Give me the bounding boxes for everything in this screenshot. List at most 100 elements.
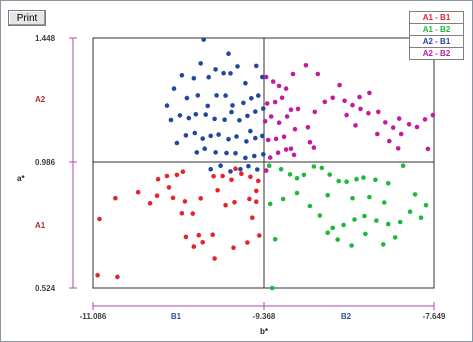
data-point-a1-b2-35 — [363, 231, 368, 237]
data-point-a1-b1-18 — [232, 199, 237, 205]
data-point-a2-b1-46 — [224, 150, 229, 156]
data-point-a1-b1-20 — [254, 199, 259, 204]
y-tick-label: 0.986 — [35, 158, 56, 167]
data-point-a1-b2-10 — [354, 176, 359, 182]
data-point-a1-b2-33 — [335, 237, 341, 242]
data-point-a1-b2-32 — [325, 230, 331, 236]
data-point-a2-b2-16 — [292, 126, 298, 132]
data-point-a1-b1-27 — [254, 188, 259, 194]
data-point-a1-b2-15 — [412, 192, 418, 197]
data-point-a2-b2-27 — [330, 95, 336, 101]
data-point-a1-b1-33 — [212, 256, 217, 261]
data-point-a2-b1-54 — [238, 166, 243, 172]
data-point-a1-b1-15 — [190, 211, 196, 216]
data-point-a1-b1-16 — [198, 196, 203, 201]
data-point-a2-b1-10 — [254, 63, 259, 69]
x-tick-label: -7.649 — [423, 312, 446, 321]
data-point-a1-b1-37 — [250, 215, 255, 220]
data-point-a2-b1-29 — [237, 118, 242, 123]
data-point-a2-b2-38 — [406, 122, 412, 127]
data-point-a1-b2-11 — [361, 175, 366, 180]
data-point-a2-b1-12 — [201, 37, 206, 42]
data-point-a1-b1-1 — [115, 274, 120, 280]
data-point-a1-b2-9 — [344, 179, 349, 184]
data-point-a2-b1-6 — [221, 70, 226, 76]
data-point-a1-b2-3 — [294, 175, 300, 181]
data-point-a2-b1-32 — [261, 106, 266, 111]
y-tick-label: 1.448 — [35, 34, 56, 43]
data-point-a1-b2-23 — [352, 217, 357, 222]
data-point-a2-b2-10 — [288, 107, 294, 112]
data-point-a1-b1-12 — [170, 195, 176, 201]
data-point-a2-b1-42 — [260, 133, 265, 139]
data-point-a2-b1-17 — [223, 93, 228, 98]
data-point-a2-b1-11 — [260, 74, 265, 80]
data-point-a2-b2-52 — [312, 109, 318, 115]
data-point-a2-b2-42 — [353, 123, 358, 128]
data-point-a1-b2-16 — [423, 202, 429, 208]
data-point-a2-b1-40 — [244, 139, 249, 144]
data-point-a2-b2-48 — [425, 146, 431, 152]
data-point-a2-b1-19 — [241, 100, 246, 106]
data-point-a2-b2-36 — [390, 125, 396, 130]
x-tick-label: -11.086 — [80, 312, 107, 321]
data-point-a1-b2-25 — [330, 225, 336, 231]
data-point-a2-b2-22 — [275, 150, 281, 155]
data-point-a1-b2-1 — [278, 166, 284, 172]
data-point-a2-b2-14 — [276, 120, 282, 125]
data-point-a2-b2-35 — [383, 120, 388, 125]
data-point-a1-b2-27 — [307, 203, 313, 209]
data-point-a1-b1-26 — [255, 178, 261, 184]
data-point-a1-b1-25 — [248, 174, 253, 180]
data-point-a2-b1-28 — [229, 109, 234, 115]
data-point-a1-b1-9 — [164, 173, 170, 179]
data-point-a2-b1-8 — [235, 64, 240, 69]
data-point-a1-b2-37 — [392, 235, 398, 240]
data-point-a1-b2-29 — [280, 196, 286, 202]
data-point-a2-b1-57 — [164, 103, 170, 108]
y-axis-label: a* — [17, 174, 25, 183]
data-point-a1-b1-2 — [97, 216, 102, 222]
data-point-a1-b1-36 — [257, 233, 262, 238]
data-point-a2-b1-0 — [171, 86, 177, 91]
data-point-a2-b2-37 — [398, 131, 404, 137]
x-region-label-b2: B2 — [341, 312, 352, 321]
legend-item-a2-b2: A2 - B2 — [409, 47, 464, 60]
data-point-a2-b2-40 — [422, 117, 428, 122]
data-point-a2-b2-31 — [358, 106, 363, 112]
data-point-a1-b2-31 — [272, 237, 278, 242]
data-point-a2-b2-18 — [273, 136, 279, 142]
data-point-a2-b1-26 — [212, 116, 217, 122]
data-point-a2-b1-47 — [233, 151, 238, 156]
data-point-a2-b1-7 — [228, 71, 233, 76]
data-point-a2-b2-7 — [264, 101, 270, 106]
data-point-a2-b1-44 — [202, 146, 207, 151]
data-point-a1-b1-8 — [155, 176, 161, 182]
data-point-a1-b2-19 — [397, 219, 403, 225]
data-point-a1-b2-13 — [386, 181, 391, 186]
print-button[interactable]: Print — [8, 10, 46, 26]
data-point-a1-b2-36 — [381, 242, 386, 247]
data-point-a2-b2-9 — [279, 95, 285, 101]
data-point-a1-b1-14 — [179, 211, 185, 216]
data-point-a2-b1-51 — [208, 166, 213, 172]
x-tick-label: -9.368 — [253, 312, 276, 321]
data-point-a2-b2-44 — [387, 138, 392, 144]
data-point-a1-b1-22 — [220, 173, 225, 179]
data-point-a2-b1-2 — [191, 76, 197, 81]
data-point-a2-b1-35 — [200, 136, 205, 141]
data-point-a2-b1-33 — [183, 133, 189, 138]
data-point-a2-b1-25 — [203, 112, 208, 117]
data-point-a1-b2-14 — [400, 163, 406, 168]
data-point-a2-b1-30 — [245, 113, 250, 119]
data-point-a2-b2-41 — [344, 112, 349, 118]
data-point-a2-b2-8 — [272, 99, 278, 105]
data-point-a2-b1-27 — [222, 117, 227, 122]
data-point-a2-b2-15 — [284, 114, 290, 119]
data-point-a1-b1-31 — [200, 240, 205, 245]
data-point-a1-b1-21 — [211, 174, 216, 179]
data-points — [95, 37, 436, 291]
data-point-a2-b2-29 — [342, 98, 347, 104]
data-point-a2-b2-24 — [291, 152, 297, 158]
data-point-a1-b2-6 — [319, 165, 325, 171]
